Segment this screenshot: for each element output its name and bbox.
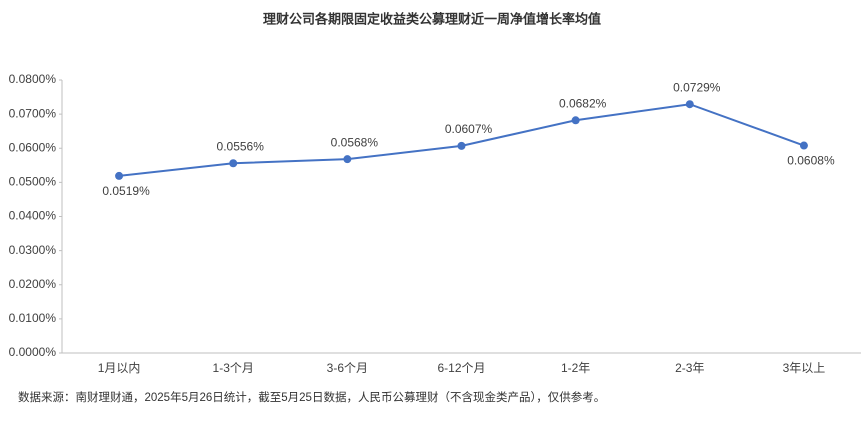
data-point <box>799 141 808 150</box>
x-tick-label: 3-6个月 <box>327 361 368 375</box>
data-point <box>571 116 580 125</box>
y-tick-label: 0.0500% <box>9 175 57 189</box>
x-tick-label: 2-3年 <box>675 361 704 375</box>
y-tick-label: 0.0700% <box>9 106 57 120</box>
data-point <box>343 155 352 164</box>
data-label: 0.0607% <box>445 122 493 136</box>
y-tick-label: 0.0000% <box>9 345 57 359</box>
x-tick-label: 1-2年 <box>561 361 590 375</box>
y-tick-label: 0.0600% <box>9 140 57 154</box>
data-point <box>457 141 466 150</box>
y-tick-label: 0.0100% <box>9 311 57 325</box>
y-tick-label: 0.0300% <box>9 243 57 257</box>
y-tick-label: 0.0200% <box>9 277 57 291</box>
data-point <box>115 171 124 180</box>
data-label: 0.0682% <box>559 96 607 110</box>
data-label: 0.0729% <box>673 80 721 94</box>
data-label: 0.0556% <box>217 139 265 153</box>
source-note: 数据来源：南财理财通，2025年5月26日统计，截至5月25日数据，人民币公募理… <box>18 390 605 404</box>
chart-title: 理财公司各期限固定收益类公募理财近一周净值增长率均值 <box>263 11 601 26</box>
y-tick-label: 0.0400% <box>9 209 57 223</box>
x-tick-label: 1-3个月 <box>213 361 254 375</box>
x-tick-label: 6-12个月 <box>437 361 485 375</box>
data-point <box>685 100 694 109</box>
data-label: 0.0519% <box>102 184 150 198</box>
data-label: 0.0608% <box>787 154 835 168</box>
data-label: 0.0568% <box>331 135 379 149</box>
x-tick-label: 1月以内 <box>98 361 141 375</box>
data-point <box>229 159 238 168</box>
x-tick-label: 3年以上 <box>783 361 826 375</box>
y-tick-label: 0.0800% <box>9 72 57 86</box>
